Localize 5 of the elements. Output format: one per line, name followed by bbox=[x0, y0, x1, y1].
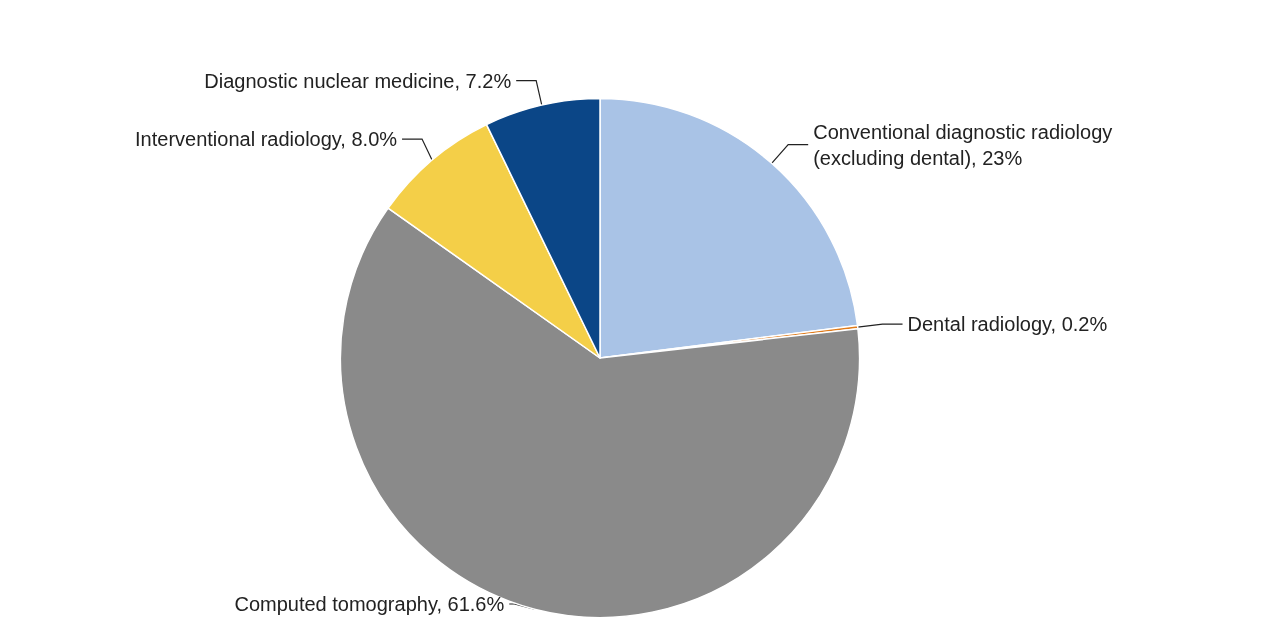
slice-label: Interventional radiology, 8.0% bbox=[135, 128, 398, 151]
slice-label: Conventional diagnostic radiology (excluding dental), 23% bbox=[813, 120, 1118, 169]
slice-label: Dental radiology, 0.2% bbox=[907, 313, 1108, 336]
slice-label: Diagnostic nuclear medicine, 7.2% bbox=[204, 69, 512, 92]
slice-label: Computed tomography, 61.6% bbox=[234, 593, 505, 615]
